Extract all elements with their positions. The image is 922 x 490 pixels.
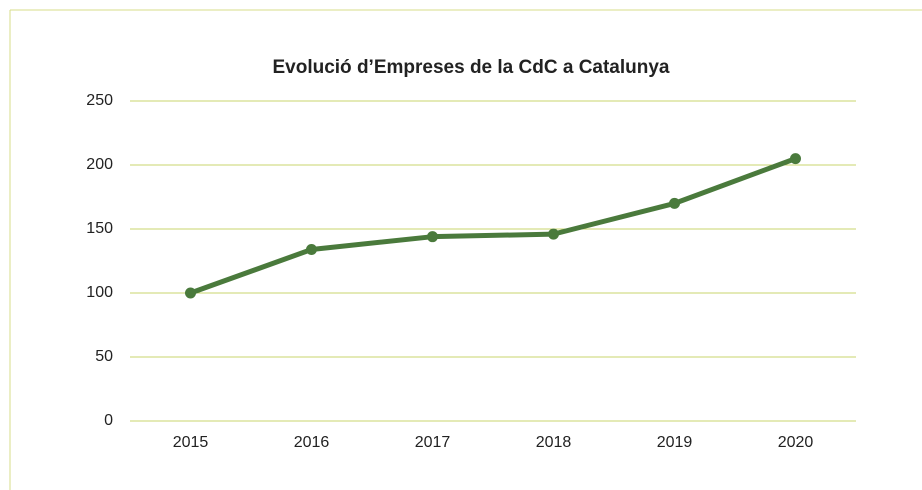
data-point xyxy=(185,287,196,299)
x-tick-label: 2017 xyxy=(415,434,451,451)
data-line xyxy=(189,156,797,296)
data-point xyxy=(790,153,801,165)
data-point xyxy=(427,231,438,243)
x-tick-label: 2015 xyxy=(173,434,209,451)
x-tick-label: 2018 xyxy=(536,434,572,451)
y-tick-label: 50 xyxy=(95,348,113,365)
y-tick-label: 250 xyxy=(86,92,113,109)
x-tick-label: 2019 xyxy=(657,434,693,451)
data-point xyxy=(669,197,680,209)
y-tick-label: 200 xyxy=(86,156,113,173)
chart-title: Evolució d’Empreses de la CdC a Cataluny… xyxy=(272,57,669,78)
data-point xyxy=(548,228,559,240)
x-tick-label: 2020 xyxy=(778,434,814,451)
data-point xyxy=(306,243,317,255)
x-tick-label: 2016 xyxy=(294,434,330,451)
y-tick-label: 150 xyxy=(86,220,113,237)
y-tick-label: 100 xyxy=(86,284,113,301)
y-tick-label: 0 xyxy=(104,412,113,429)
